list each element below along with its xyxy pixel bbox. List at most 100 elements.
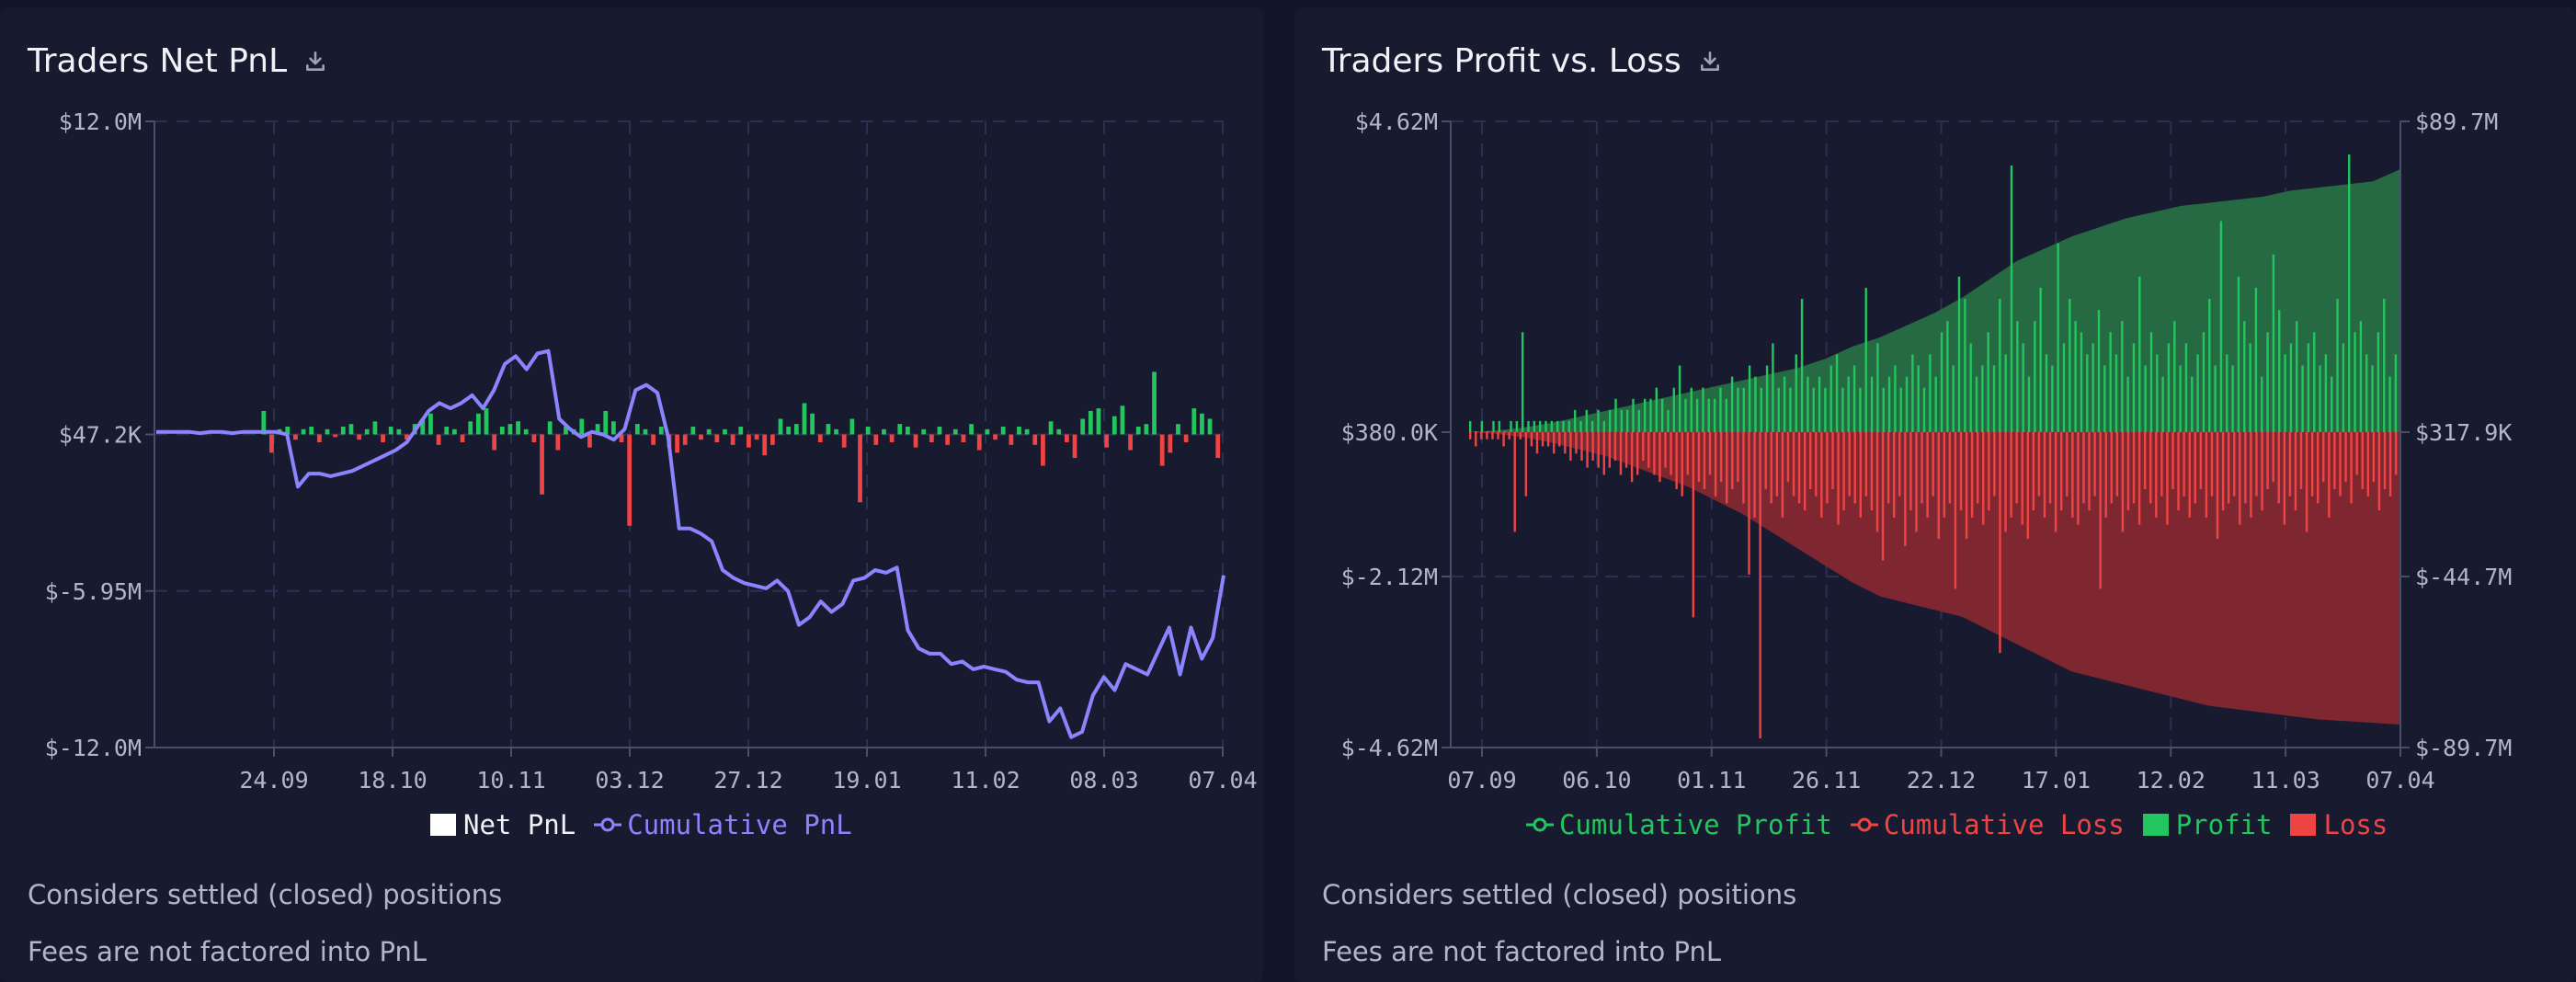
loss-bar <box>1530 432 1533 447</box>
loss-bar <box>1630 432 1634 483</box>
profit-bar <box>1852 365 1856 432</box>
x-tick-label: 17.01 <box>2022 767 2091 794</box>
download-icon[interactable] <box>1698 50 1722 74</box>
net-pnl-bar <box>1159 434 1165 466</box>
loss-bar <box>2294 432 2297 511</box>
profit-loss-chart: 07.09 06.10 01.11 26.11 22.12 17.01 12.02 11.03… <box>1341 108 2513 794</box>
net-pnl-bar <box>316 434 322 443</box>
net-pnl-bar <box>428 413 433 435</box>
net-pnl-bar <box>643 428 648 435</box>
net-pnl-bar <box>1096 408 1101 435</box>
legend-net-pnl[interactable]: Net PnL <box>430 809 576 840</box>
loss-bar <box>1803 432 1807 511</box>
profit-bar <box>1887 376 1891 432</box>
profit-bar <box>2237 276 2240 432</box>
download-icon[interactable] <box>303 50 327 74</box>
profit-bar <box>2383 299 2386 432</box>
profit-bar <box>1905 376 1909 432</box>
profit-bar <box>1707 398 1710 432</box>
net-pnl-bar <box>929 434 934 443</box>
profit-bar <box>2132 343 2136 432</box>
profit-bar <box>2365 354 2368 432</box>
loss-bar <box>2227 432 2230 504</box>
note-settled: Considers settled (closed) positions <box>28 879 503 910</box>
net-pnl-bar <box>778 418 783 435</box>
loss-bar <box>1513 432 1516 532</box>
loss-bar <box>1809 432 1812 489</box>
profit-loss-title-text: Traders Profit vs. Loss <box>1322 42 1681 80</box>
loss-bar <box>2210 432 2214 497</box>
net-pnl-bar <box>858 434 862 503</box>
profit-bar <box>2062 343 2066 432</box>
net-pnl-bar <box>444 426 450 435</box>
y-tick-label: $-5.95M <box>45 578 142 605</box>
loss-bar <box>1497 432 1499 440</box>
loss-bar <box>2166 432 2169 525</box>
profit-bar <box>2016 321 2019 432</box>
legend-cumulative-loss[interactable]: Cumulative Loss <box>1850 809 2125 840</box>
loss-bar <box>2272 432 2274 483</box>
loss-bar <box>1837 432 1840 525</box>
net-pnl-bar <box>595 424 600 435</box>
legend-cumulative-profit[interactable]: Cumulative Profit <box>1526 809 1832 840</box>
profit-bar <box>1695 398 1699 432</box>
profit-bar <box>2121 321 2124 432</box>
legend-cumulative-pnl[interactable]: Cumulative PnL <box>594 809 852 840</box>
net-pnl-bar <box>969 424 974 435</box>
profit-bar <box>1754 376 1757 432</box>
profit-bar <box>1987 332 1989 432</box>
profit-bar <box>1957 276 1961 432</box>
profit-bar <box>1934 376 1937 432</box>
profit-bar <box>2179 365 2182 432</box>
loss-bar <box>2110 432 2113 504</box>
net-pnl-bar <box>762 434 768 456</box>
profit-bar <box>2284 354 2286 432</box>
profit-bar <box>1667 409 1670 432</box>
loss-bar <box>1826 432 1829 504</box>
profit-bar <box>1637 409 1641 432</box>
loss-bar <box>1558 432 1561 447</box>
x-tick-label: 11.03 <box>2251 767 2320 794</box>
profit-bar <box>2354 332 2356 432</box>
profit-bar <box>2261 376 2263 432</box>
loss-bar <box>1508 432 1510 440</box>
profit-bar <box>2149 332 2153 432</box>
loss-bar <box>1792 432 1795 497</box>
profit-bar <box>1602 420 1606 432</box>
profit-bar <box>1800 299 1804 432</box>
profit-bar <box>2161 376 2164 432</box>
profit-bar <box>1562 420 1565 432</box>
profit-bar <box>2114 354 2118 432</box>
profit-bar <box>2324 354 2328 432</box>
net-pnl-bar <box>651 434 656 445</box>
loss-swatch <box>2290 814 2317 836</box>
profit-bar <box>2191 376 2194 432</box>
loss-bar <box>2328 432 2331 518</box>
loss-bar <box>1999 432 2001 654</box>
net-pnl-bar <box>1144 424 1149 435</box>
loss-bar <box>1670 432 1672 475</box>
profit-bar <box>2051 365 2054 432</box>
loss-bar <box>1580 432 1583 461</box>
y-tick-label-left: $-2.12M <box>1341 564 1438 590</box>
loss-bar <box>1569 432 1572 461</box>
profit-bar <box>1713 398 1716 432</box>
legend-loss[interactable]: Loss <box>2290 809 2388 840</box>
profit-bar <box>2394 354 2398 432</box>
net-pnl-bar <box>865 426 871 435</box>
legend-profit[interactable]: Profit <box>2142 809 2272 840</box>
net-pnl-bar <box>1088 410 1093 435</box>
loss-bar <box>1658 432 1661 483</box>
profit-bar <box>2296 321 2298 432</box>
net-pnl-bar <box>1056 428 1062 435</box>
profit-swatch <box>2142 814 2169 836</box>
loss-bar <box>1586 432 1589 468</box>
profit-bar <box>1597 409 1600 432</box>
loss-bar <box>2333 432 2336 489</box>
profit-bar <box>2313 332 2316 432</box>
profit-bar <box>1940 332 1943 432</box>
y-tick-label: $12.0M <box>59 108 142 135</box>
loss-bar <box>1870 432 1874 511</box>
profit-bar <box>2289 343 2293 432</box>
loss-bar <box>1926 432 1929 518</box>
